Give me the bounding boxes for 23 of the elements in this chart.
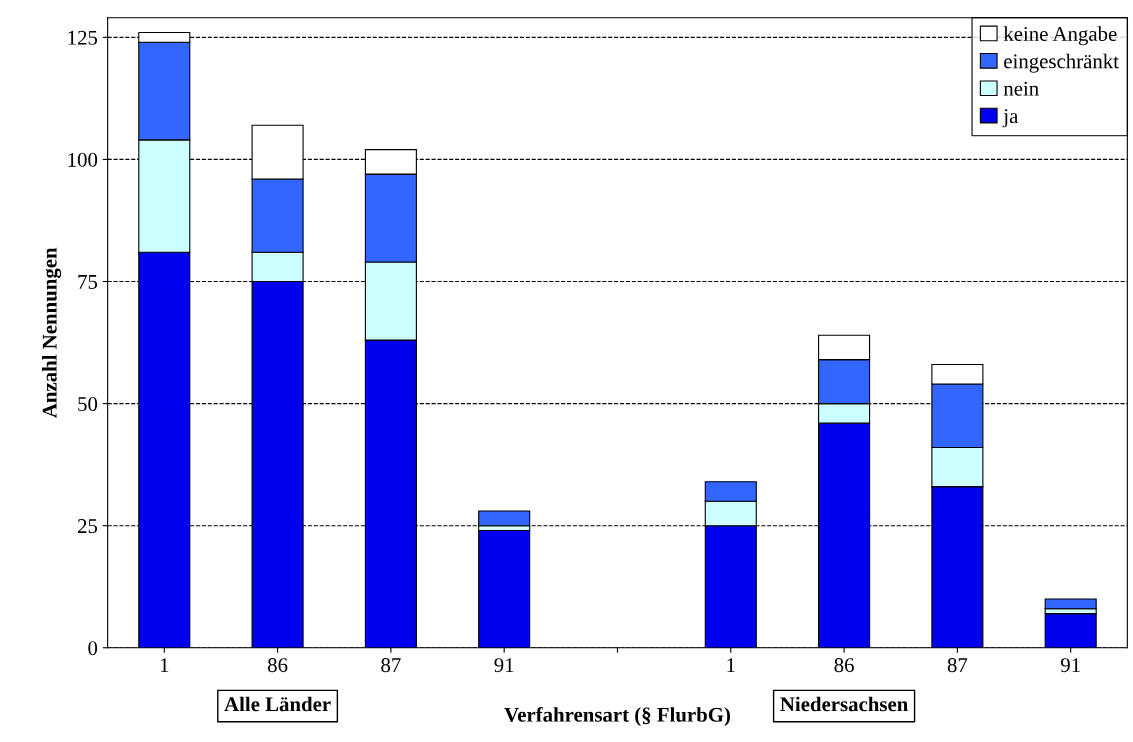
x-tick-label: 86 [267, 658, 288, 673]
y-tick-label: 25 [77, 519, 98, 534]
text: Niedersachsen [780, 696, 908, 712]
x-axis-title: Verfahrensart (§ FlurbG) [504, 706, 730, 727]
x-tick-label: 86 [834, 658, 854, 673]
y-tick-label: 0 [88, 641, 98, 656]
y-tick-label: 125 [68, 30, 98, 45]
y-tick-label: 100 [68, 152, 98, 167]
x-tick-label: 1 [160, 658, 169, 672]
x-tick-label: 87 [947, 658, 968, 673]
x-tick-label: 87 [381, 658, 401, 673]
legend-label: keine Angabe [1003, 26, 1117, 46]
x-tick-label: 91 [1060, 658, 1080, 673]
x-tick-label: 91 [494, 658, 514, 673]
y-tick-label: 75 [78, 275, 98, 289]
legend-label: ja [1002, 109, 1019, 128]
text: Alle Länder [224, 696, 331, 712]
x-tick-label: 1 [727, 658, 735, 672]
y-tick-label: 50 [78, 396, 98, 412]
legend-label: nein [1003, 81, 1039, 96]
legend-label: eingeschränkt [1004, 53, 1119, 73]
bar [1044, 598, 1097, 610]
y-axis-title: Anzahl Nennungen [42, 247, 62, 418]
